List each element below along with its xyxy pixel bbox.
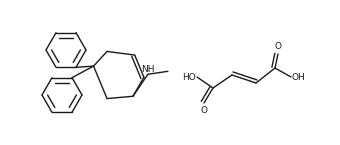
Text: NH: NH <box>141 65 155 74</box>
Text: O: O <box>274 42 282 51</box>
Text: HO: HO <box>182 72 196 81</box>
Text: O: O <box>201 106 207 115</box>
Text: OH: OH <box>292 72 306 81</box>
